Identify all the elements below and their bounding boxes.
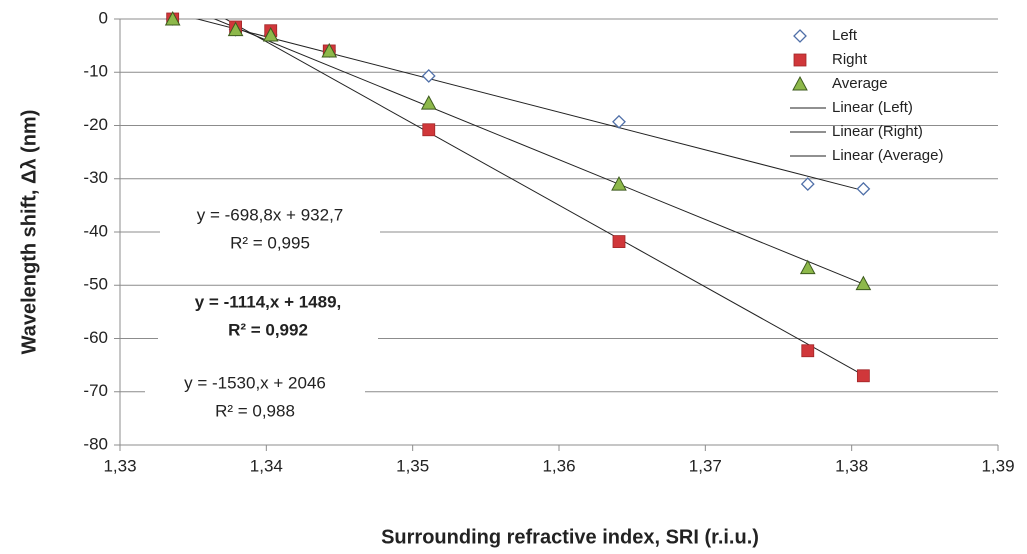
annotation: R² = 0,992	[228, 320, 308, 339]
x-tick-label: 1,38	[835, 456, 868, 475]
legend-label: Linear (Right)	[832, 123, 923, 140]
x-tick-label: 1,33	[103, 456, 136, 475]
point	[799, 259, 816, 275]
y-tick-label: -40	[83, 221, 108, 240]
y-tick-label: 0	[99, 8, 108, 27]
legend: Left Right Average Linear (Left) Linear (Rig…	[790, 27, 943, 164]
point	[612, 114, 626, 129]
y-tick-label: -70	[83, 381, 108, 400]
annotation: R² = 0,988	[215, 401, 295, 420]
legend-marker	[792, 75, 808, 91]
annotation: y = -1530,x + 2046	[184, 373, 326, 392]
trendline	[224, 19, 864, 376]
legend-label: Linear (Left)	[832, 99, 913, 116]
point	[612, 235, 626, 248]
legend-label: Average	[832, 75, 888, 92]
point	[421, 69, 436, 83]
point	[801, 344, 815, 358]
point	[262, 26, 279, 42]
x-tick-label: 1,36	[542, 456, 575, 475]
trendline	[195, 19, 864, 192]
point	[855, 275, 872, 291]
x-tick-label: 1,34	[250, 456, 283, 475]
trendlines	[195, 19, 864, 376]
legend-marker	[793, 53, 807, 67]
point	[611, 176, 627, 191]
y-tick-label: -20	[83, 115, 108, 134]
trendline	[213, 19, 864, 285]
annotation-bg	[158, 289, 378, 345]
y-tick-label: -10	[83, 62, 108, 81]
annotation: y = -698,8x + 932,7	[197, 205, 344, 224]
annotation-bg	[160, 202, 380, 258]
y-tick-label: -50	[83, 275, 108, 294]
point	[164, 10, 181, 26]
legend-label: Right	[832, 51, 868, 68]
x-tick-label: 1,39	[981, 456, 1014, 475]
point	[420, 95, 437, 110]
point	[321, 42, 338, 58]
legend-label: Left	[832, 27, 858, 44]
legend-label: Linear (Average)	[832, 147, 943, 164]
y-tick-label: -80	[83, 434, 108, 453]
annotation-bg	[145, 370, 365, 426]
x-tick-label: 1,37	[689, 456, 722, 475]
y-tick-label: -30	[83, 168, 108, 187]
x-tick-label: 1,35	[396, 456, 429, 475]
annotation: y = -1114,x + 1489,	[195, 292, 342, 311]
point	[856, 369, 870, 383]
point	[422, 123, 436, 137]
point	[227, 21, 244, 37]
annotation: R² = 0,995	[230, 233, 310, 252]
point	[800, 177, 815, 191]
x-axis-title: Surrounding refractive index, SRI (r.i.u…	[381, 526, 759, 548]
legend-marker	[793, 29, 807, 43]
y-axis-title: Wavelength shift, Δλ (nm)	[18, 110, 40, 355]
y-tick-label: -60	[83, 328, 108, 347]
point	[856, 181, 871, 196]
